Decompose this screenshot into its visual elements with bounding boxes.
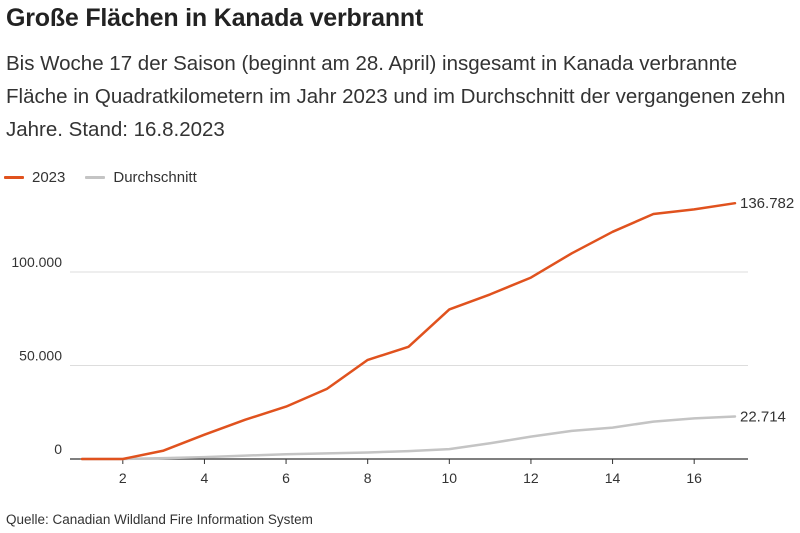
x-tick-label: 14 bbox=[605, 470, 621, 486]
x-tick-label: 4 bbox=[201, 470, 209, 486]
series-line-durchschnitt bbox=[80, 415, 737, 461]
x-tick-label: 8 bbox=[364, 470, 372, 486]
x-tick-label: 6 bbox=[282, 470, 290, 486]
legend-swatch-durchschnitt bbox=[85, 176, 106, 179]
source-note: Quelle: Canadian Wildland Fire Informati… bbox=[6, 512, 313, 527]
y-tick-label: 50.000 bbox=[19, 348, 62, 364]
legend-label-2023: 2023 bbox=[32, 169, 66, 186]
x-tick-label: 16 bbox=[686, 470, 702, 486]
x-tick-label: 2 bbox=[119, 470, 127, 486]
chart-subtitle: Bis Woche 17 der Saison (beginnt am 28. … bbox=[6, 52, 786, 141]
legend-item-durchschnitt: Durchschnitt bbox=[85, 169, 197, 186]
series-line-2023 bbox=[80, 201, 737, 461]
end-label-durchschnitt: 22.714 bbox=[740, 409, 786, 426]
end-label-2023: 136.782 bbox=[740, 195, 794, 212]
legend-item-2023: 2023 bbox=[4, 169, 65, 186]
chart-title: Große Flächen in Kanada verbrannt bbox=[6, 4, 424, 32]
x-tick-label: 12 bbox=[523, 470, 539, 486]
legend-label-durchschnitt: Durchschnitt bbox=[113, 169, 197, 186]
legend-swatch-2023 bbox=[4, 176, 24, 179]
y-tick-label: 100.000 bbox=[11, 254, 62, 270]
y-tick-label: 0 bbox=[54, 441, 62, 457]
legend: 2023 Durchschnitt bbox=[4, 169, 217, 186]
x-tick-label: 10 bbox=[442, 470, 458, 486]
